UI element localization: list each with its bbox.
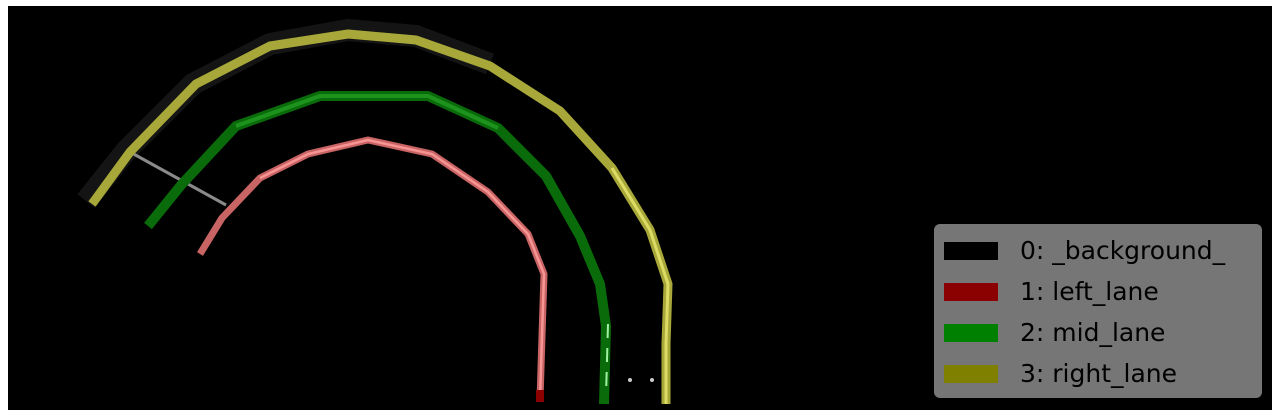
segmentation-image: 0: _background_ 1: left_lane 2: mid_lane… (8, 6, 1272, 410)
legend-label-left-lane: 1: left_lane (1020, 277, 1159, 306)
legend-item-background: 0: _background_ (944, 230, 1252, 271)
left-lane-highlight (259, 138, 546, 401)
lane-segmentation-scene (8, 6, 1272, 410)
legend-swatch-background (944, 241, 998, 260)
legend-swatch-right-lane (944, 364, 998, 383)
legend-item-right-lane: 3: right_lane (944, 353, 1252, 394)
legend-label-mid-lane: 2: mid_lane (1020, 318, 1166, 347)
connector-line (129, 150, 227, 207)
legend-item-mid-lane: 2: mid_lane (944, 312, 1252, 353)
legend-label-background: 0: _background_ (1020, 236, 1226, 265)
legend-swatch-mid-lane (944, 323, 998, 342)
right-lane-highlight (610, 167, 670, 404)
mid-lane-dash (605, 323, 609, 397)
speck (628, 378, 632, 382)
legend-swatch-left-lane (944, 282, 998, 301)
mid-lane-highlight (235, 94, 499, 130)
legend: 0: _background_ 1: left_lane 2: mid_lane… (934, 224, 1262, 398)
left-lane-end (536, 390, 544, 402)
speck (650, 378, 654, 382)
legend-item-left-lane: 1: left_lane (944, 271, 1252, 312)
legend-label-right-lane: 3: right_lane (1020, 359, 1178, 388)
